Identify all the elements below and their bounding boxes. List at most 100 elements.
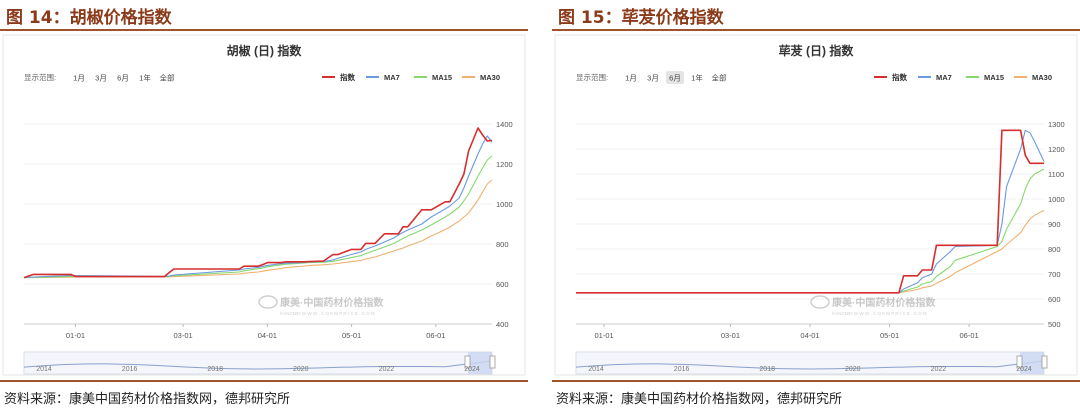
range-button-bg[interactable] — [622, 71, 640, 84]
legend-label: MA7 — [384, 73, 400, 82]
x-tick-label: 05-01 — [880, 331, 899, 340]
legend-label: MA30 — [1032, 73, 1052, 82]
navigator-window[interactable] — [468, 352, 492, 374]
range-button-bg[interactable] — [136, 71, 154, 84]
range-button-0[interactable]: 1月 — [70, 71, 88, 84]
navigator-label: 2024 — [464, 366, 480, 373]
navigator-label: 2018 — [759, 366, 775, 373]
x-tick-label: 03-01 — [174, 331, 193, 340]
watermark-url: KANGMEI W W W . C N K M P R I C E . C O … — [832, 311, 927, 316]
source-rule — [0, 380, 528, 382]
range-button-bg[interactable] — [114, 71, 132, 84]
navigator[interactable]: 2014 2016 2018 2020 2022 2024 — [23, 351, 496, 375]
range-button-label: 1年 — [691, 73, 703, 83]
series-line-MA30 — [24, 179, 493, 279]
range-button-bg[interactable] — [70, 71, 88, 84]
range-button-bg[interactable] — [158, 71, 176, 84]
range-button-label: 6月 — [669, 74, 681, 83]
range-button-bg[interactable] — [710, 71, 728, 84]
y-tick-label: 400 — [496, 320, 509, 329]
navigator-handle-right[interactable] — [1041, 355, 1048, 369]
legend-label: 指数 — [892, 72, 907, 82]
range-button-bg[interactable] — [92, 71, 110, 84]
navigator-handle-left[interactable] — [1016, 355, 1023, 369]
legend-item-0[interactable]: 指数 — [322, 72, 355, 82]
legend-label: MA15 — [432, 73, 452, 82]
range-button-bg[interactable] — [666, 71, 684, 84]
series-line-MA7 — [23, 135, 493, 279]
y-tick-label: 600 — [1048, 295, 1061, 304]
x-tick-label: 05-01 — [342, 331, 361, 340]
legend-item-3[interactable]: MA30 — [462, 73, 500, 82]
range-button-0[interactable]: 1月 — [622, 71, 640, 84]
watermark-brand: 康美·中国药材价格指数 — [832, 296, 936, 309]
watermark-url: KANGMEI W W W . C N K M P R I C E . C O … — [280, 311, 375, 316]
x-tick-label: 03-01 — [721, 331, 740, 340]
range-button-1[interactable]: 3月 — [644, 71, 662, 84]
figure-15-panel: 图 15：荜茇价格指数 荜茇 (日) 指数显示范围: 1月 3月 6月 1年 全部 指数 MA… — [552, 0, 1080, 408]
y-tick-label: 900 — [1048, 220, 1061, 229]
x-tick-label: 01-01 — [594, 331, 613, 340]
legend-item-0[interactable]: 指数 — [874, 72, 907, 82]
range-button-label: 1年 — [139, 73, 151, 83]
figure-14-panel: 图 14：胡椒价格指数 胡椒 (日) 指数显示范围: 1月 3月 6月 1年 全部 指数 MA… — [0, 0, 528, 408]
navigator-label: 2014 — [36, 366, 52, 373]
y-tick-label: 1000 — [1048, 195, 1065, 204]
x-tick-label: 01-01 — [66, 331, 85, 340]
legend-item-1[interactable]: MA7 — [918, 73, 952, 82]
navigator-label: 2018 — [207, 366, 223, 373]
range-button-2[interactable]: 6月 — [114, 71, 132, 84]
x-tick-label: 04-01 — [800, 331, 819, 340]
legend-item-2[interactable]: MA15 — [966, 73, 1004, 82]
range-button-label: 全部 — [160, 73, 175, 83]
range-label: 显示范围: — [576, 72, 608, 82]
x-tick-label: 06-01 — [960, 331, 979, 340]
range-button-3[interactable]: 1年 — [688, 71, 706, 84]
range-button-4[interactable]: 全部 — [158, 71, 176, 84]
navigator-track[interactable] — [575, 351, 1045, 375]
x-tick-label: 06-01 — [426, 331, 445, 340]
series-line-指数 — [23, 127, 493, 279]
navigator-label: 2020 — [293, 366, 309, 373]
legend-item-3[interactable]: MA30 — [1014, 73, 1052, 82]
y-tick-label: 1200 — [496, 160, 513, 169]
figure-title: 图 15：荜茇价格指数 — [558, 8, 724, 28]
navigator-handle-left[interactable] — [464, 355, 471, 369]
watermark-brand: 康美·中国药材价格指数 — [280, 296, 384, 309]
range-button-label: 全部 — [712, 73, 727, 83]
source-note: 资料来源：康美中国药材价格指数网，德邦研究所 — [556, 392, 843, 407]
range-button-bg[interactable] — [644, 71, 662, 84]
y-tick-label: 600 — [496, 280, 509, 289]
range-button-2[interactable]: 6月 — [666, 71, 684, 84]
figure-title: 图 14：胡椒价格指数 — [6, 8, 172, 28]
range-label: 显示范围: — [24, 72, 56, 82]
navigator-handle-right[interactable] — [489, 355, 496, 369]
navigator-label: 2022 — [931, 366, 947, 373]
range-button-bg[interactable] — [688, 71, 706, 84]
navigator-label: 2020 — [845, 366, 861, 373]
watermark-logo: 康美·中国药材价格指数 KANGMEI W W W . C N K M P R I… — [258, 295, 384, 316]
range-button-4[interactable]: 全部 — [710, 71, 728, 84]
chart-title: 荜茇 (日) 指数 — [779, 43, 855, 58]
range-button-1[interactable]: 3月 — [92, 71, 110, 84]
navigator-label: 2014 — [588, 366, 604, 373]
legend-item-2[interactable]: MA15 — [414, 73, 452, 82]
watermark-mark-icon — [258, 295, 278, 309]
range-button-label: 1月 — [625, 74, 637, 83]
navigator-window[interactable] — [1020, 352, 1044, 374]
watermark-mark-icon — [810, 295, 830, 309]
range-button-3[interactable]: 1年 — [136, 71, 154, 84]
legend-item-1[interactable]: MA7 — [366, 73, 400, 82]
legend-label: MA15 — [984, 73, 1004, 82]
title-rule — [0, 29, 528, 31]
y-tick-label: 800 — [496, 240, 509, 249]
legend-label: MA30 — [480, 73, 500, 82]
x-tick-label: 04-01 — [258, 331, 277, 340]
y-tick-label: 700 — [1048, 270, 1061, 279]
navigator-track[interactable] — [23, 351, 493, 375]
navigator-overview-line — [23, 360, 493, 370]
navigator[interactable]: 2014 2016 2018 2020 2022 2024 — [575, 351, 1048, 375]
chart-title: 胡椒 (日) 指数 — [227, 43, 303, 58]
